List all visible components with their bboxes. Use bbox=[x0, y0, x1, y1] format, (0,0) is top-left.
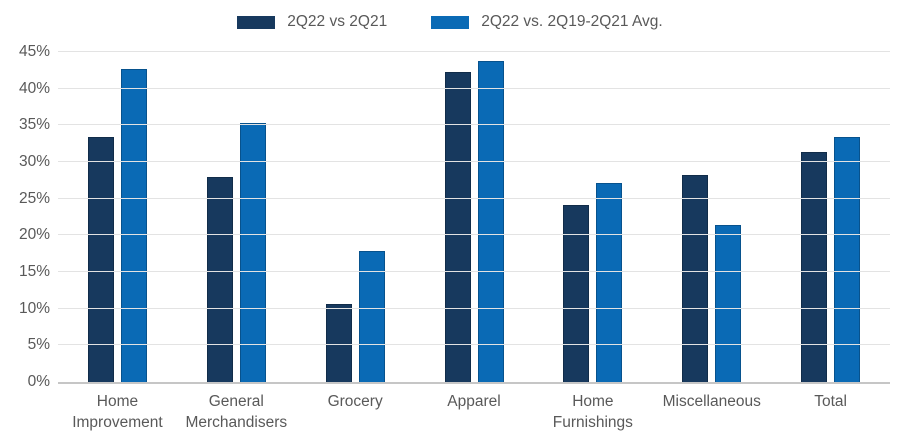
gridline bbox=[58, 51, 890, 52]
bars-layer bbox=[58, 52, 890, 382]
bar bbox=[801, 152, 828, 382]
gridline bbox=[58, 307, 890, 309]
legend: 2Q22 vs 2Q21 2Q22 vs. 2Q19-2Q21 Avg. bbox=[0, 0, 900, 31]
gridline bbox=[58, 161, 890, 162]
y-axis-labels: 45% 40% 35% 30% 25% 20% 15% 10% 5% 0% bbox=[0, 43, 58, 390]
bar-group-miscellaneous bbox=[652, 52, 771, 382]
bar bbox=[682, 175, 709, 382]
bar bbox=[206, 177, 233, 382]
x-axis-category-label: Apparel bbox=[447, 393, 501, 410]
bar bbox=[477, 60, 504, 382]
y-axis-tick-label: 0% bbox=[27, 373, 50, 390]
x-axis-category-label: Grocery bbox=[327, 393, 383, 410]
y-axis-tick-label: 35% bbox=[18, 116, 50, 134]
x-axis-category-label: Home Furnishings bbox=[552, 393, 633, 431]
bar-group-home-improvement bbox=[58, 52, 177, 382]
bar bbox=[563, 204, 590, 382]
plot-row: 45% 40% 35% 30% 25% 20% 15% 10% 5% 0% bbox=[0, 43, 900, 390]
x-axis-spacer bbox=[0, 384, 58, 433]
gridline bbox=[58, 197, 890, 199]
x-axis-category-label: Home Improvement bbox=[72, 393, 163, 431]
bar bbox=[120, 68, 147, 382]
plot-area bbox=[58, 51, 890, 384]
bar bbox=[358, 250, 385, 382]
y-axis-tick-label: 30% bbox=[18, 153, 50, 170]
x-axis-category-label: Total bbox=[814, 393, 847, 410]
x-axis-category-label: Miscellaneous bbox=[662, 393, 761, 410]
legend-swatch-dark-blue bbox=[237, 15, 276, 29]
y-axis-tick-label: 15% bbox=[18, 263, 50, 280]
bar bbox=[87, 137, 114, 382]
x-axis-category-label: General Merchandisers bbox=[185, 393, 288, 431]
bar bbox=[239, 123, 266, 382]
y-axis-tick-label: 20% bbox=[18, 226, 50, 244]
y-axis-tick-label: 25% bbox=[18, 189, 50, 207]
bar bbox=[444, 71, 471, 382]
bar-group-apparel bbox=[415, 52, 534, 382]
gridline bbox=[58, 344, 890, 346]
gridline bbox=[58, 124, 890, 126]
bar bbox=[596, 183, 623, 382]
bar-group-general-merchandisers bbox=[177, 52, 296, 382]
x-axis-labels: Home Improvement General Merchandisers Gro… bbox=[58, 384, 890, 433]
gridline bbox=[58, 87, 890, 89]
legend-item-2q22-vs-2q21: 2Q22 vs 2Q21 bbox=[237, 13, 387, 31]
gridline bbox=[58, 271, 890, 272]
x-axis-row: Home Improvement General Merchandisers Gro… bbox=[0, 384, 900, 433]
bar-group-grocery bbox=[296, 52, 415, 382]
y-axis-tick-label: 45% bbox=[18, 43, 50, 60]
legend-item-2q22-vs-avg: 2Q22 vs. 2Q19-2Q21 Avg. bbox=[431, 13, 663, 31]
bar-group-total bbox=[771, 52, 890, 382]
y-axis-tick-label: 5% bbox=[27, 336, 50, 354]
gridline bbox=[58, 234, 890, 236]
bar bbox=[715, 225, 742, 382]
legend-swatch-light-blue bbox=[431, 15, 470, 29]
bar-group-home-furnishings bbox=[533, 52, 652, 382]
legend-label: 2Q22 vs. 2Q19-2Q21 Avg. bbox=[481, 13, 663, 30]
legend-label: 2Q22 vs 2Q21 bbox=[287, 13, 388, 30]
bar bbox=[325, 304, 352, 382]
y-axis-tick-label: 10% bbox=[18, 299, 50, 317]
bar bbox=[834, 137, 861, 382]
y-axis-tick-label: 40% bbox=[18, 79, 50, 97]
